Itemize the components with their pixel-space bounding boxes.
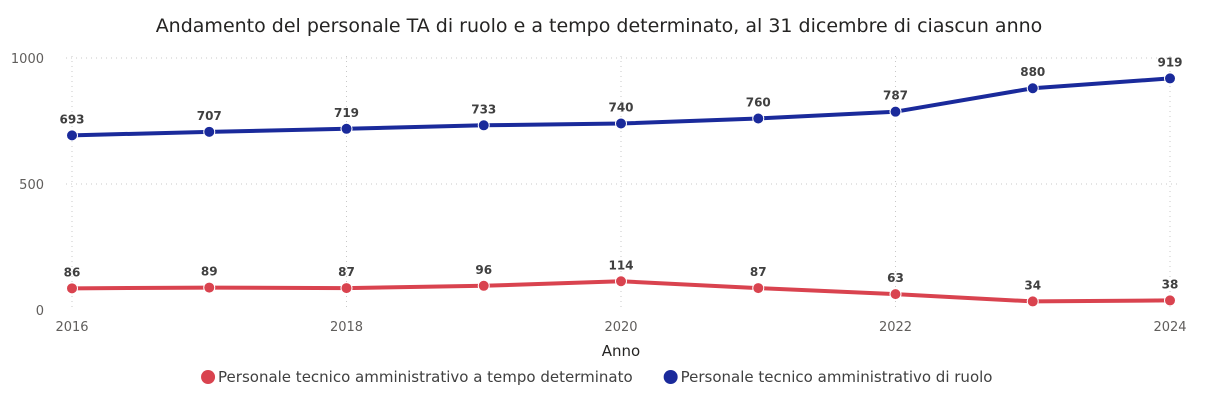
data-point [1164,72,1176,85]
x-tick-label: 2016 [55,320,88,335]
data-label: 719 [334,106,359,120]
data-label: 707 [197,109,222,123]
data-label: 919 [1157,55,1182,69]
data-label: 787 [883,89,908,103]
data-label: 86 [64,265,81,279]
data-point [752,282,765,295]
series-tempo-determinato: 86 89 87 96 114 87 63 34 38 [64,258,1179,308]
data-point [752,112,765,125]
data-label: 693 [59,112,84,126]
x-tick-label: 2018 [330,320,363,335]
legend-item[interactable]: Personale tecnico amministrativo a tempo… [201,368,633,386]
data-label: 760 [746,95,771,109]
data-label: 733 [471,102,496,116]
x-axis-ticks: 2016 2018 2020 2022 2024 [55,320,1186,335]
data-point [66,129,78,142]
legend-item[interactable]: Personale tecnico amministrativo di ruol… [663,368,993,386]
y-tick-label: 500 [19,178,44,193]
data-point [1026,295,1039,308]
data-label: 34 [1024,278,1041,292]
series-di-ruolo: 693 707 719 733 740 760 787 880 919 [59,55,1183,142]
data-label: 38 [1162,277,1179,291]
gridlines [66,56,1180,310]
data-point [477,119,490,132]
data-point [66,282,78,295]
data-point [340,122,353,135]
y-tick-label: 0 [36,304,44,319]
data-label: 87 [338,265,355,279]
data-point [889,288,902,301]
data-label: 114 [608,258,633,272]
legend-marker [201,370,216,384]
data-point [340,282,353,295]
x-axis-title: Anno [602,342,640,360]
y-axis-ticks: 0 500 1000 [11,52,44,319]
legend-label: Personale tecnico amministrativo a tempo… [218,368,633,386]
data-label: 63 [887,271,904,285]
chart-title: Andamento del personale TA di ruolo e a … [156,15,1043,37]
data-label: 880 [1020,65,1045,79]
legend-marker [663,370,678,384]
x-tick-label: 2024 [1153,320,1186,335]
data-point [615,117,627,130]
x-tick-label: 2022 [879,320,912,335]
data-label: 89 [201,265,218,279]
data-label: 96 [475,263,492,277]
data-point [477,279,490,292]
data-point [1164,294,1176,307]
y-tick-label: 1000 [11,52,44,67]
data-label: 740 [608,101,633,115]
data-point [889,105,902,118]
series-layer: 86 89 87 96 114 87 63 34 38 693 707 719 733 740 760 787… [59,55,1183,308]
data-label: 87 [750,265,767,279]
legend-label: Personale tecnico amministrativo di ruol… [681,368,993,386]
data-point [615,275,627,288]
x-tick-label: 2020 [604,320,637,335]
data-point [1026,82,1039,95]
data-point [203,125,216,138]
legend[interactable]: Personale tecnico amministrativo a tempo… [201,368,992,386]
data-point [203,281,216,294]
